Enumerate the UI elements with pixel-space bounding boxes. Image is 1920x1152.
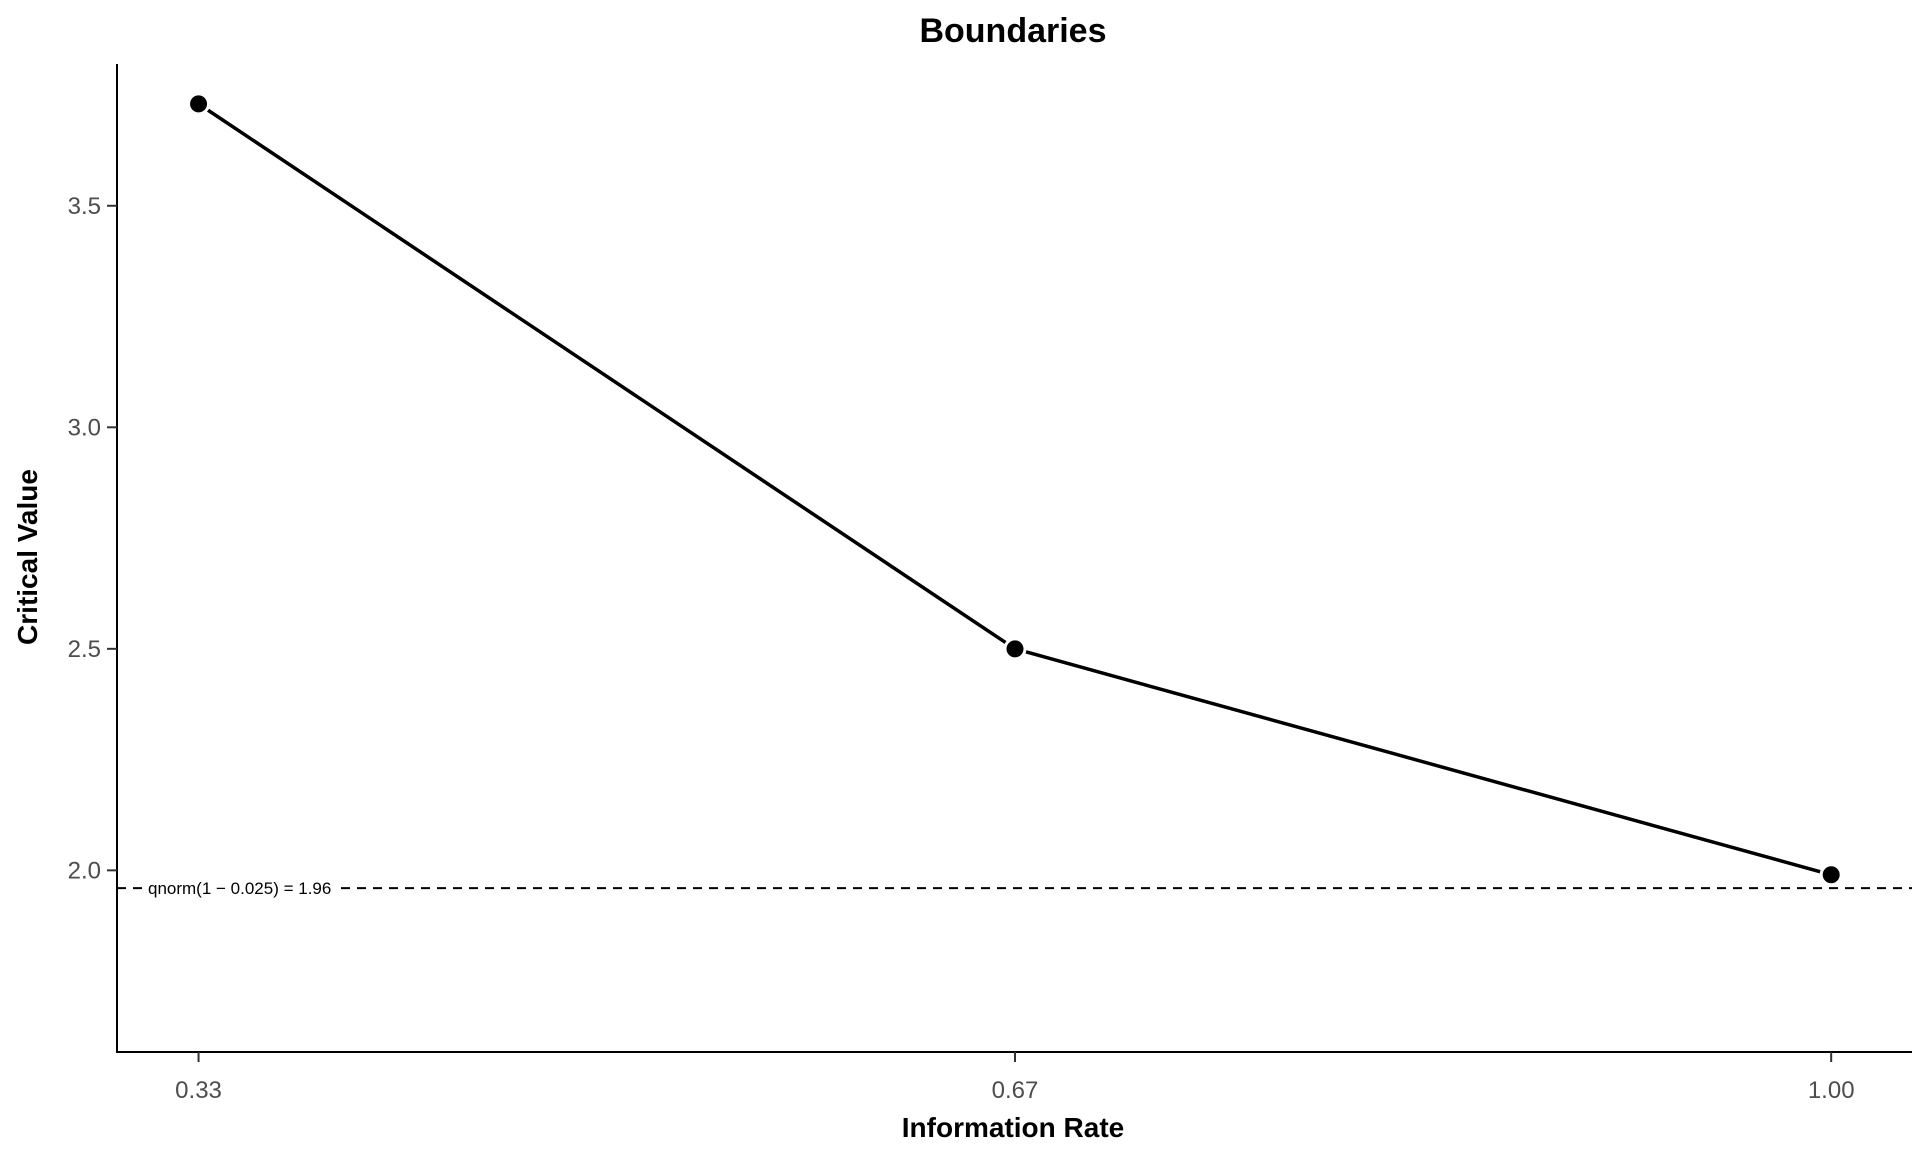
reference-line-group: qnorm(1 − 0.025) = 1.96	[117, 878, 1912, 900]
x-tick-label: 1.00	[1808, 1077, 1855, 1104]
series-group	[187, 92, 1843, 887]
x-axis-title: Information Rate	[902, 1112, 1124, 1143]
data-point	[187, 92, 211, 116]
y-tick-label: 3.0	[68, 414, 101, 441]
y-axis-ticks: 2.0 2.5 3.0 3.5	[68, 193, 117, 884]
chart-title: Boundaries	[919, 12, 1106, 50]
x-tick-label: 0.33	[175, 1077, 222, 1104]
series-line	[197, 102, 1832, 877]
data-point	[1003, 637, 1027, 661]
data-point	[1819, 863, 1843, 887]
y-tick-label: 2.0	[68, 857, 101, 884]
reference-label-background	[144, 878, 336, 900]
reference-line-label: qnorm(1 − 0.025) = 1.96	[148, 879, 331, 898]
y-tick-label: 2.5	[68, 636, 101, 663]
y-tick-label: 3.5	[68, 193, 101, 220]
x-tick-label: 0.67	[992, 1077, 1039, 1104]
y-axis-title: Critical Value	[12, 469, 43, 645]
x-axis-ticks: 0.33 0.67 1.00	[175, 1052, 1855, 1104]
